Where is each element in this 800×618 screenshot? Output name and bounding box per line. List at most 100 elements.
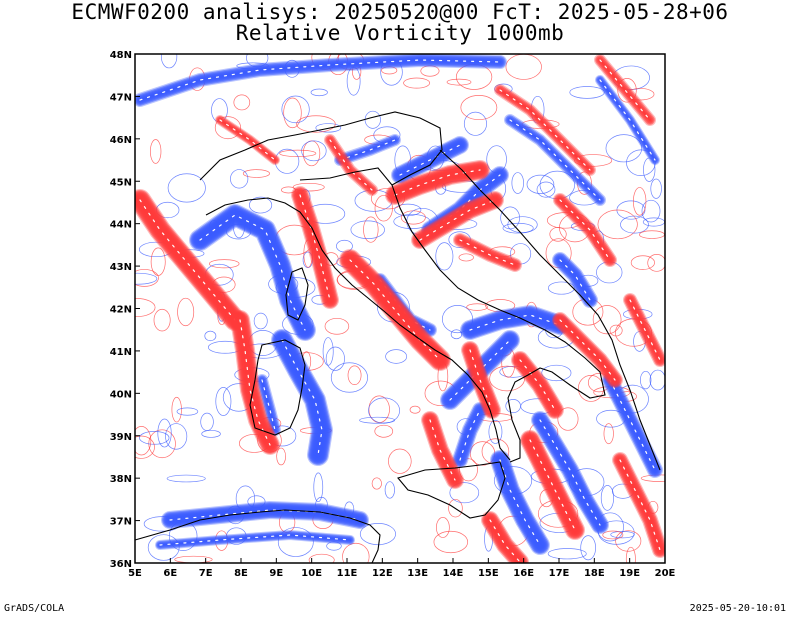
lon-tick-label: 7E (199, 568, 213, 579)
contour-ring (600, 485, 615, 511)
contour-ring (135, 272, 158, 285)
negative-band-core (559, 259, 591, 301)
contour-ring (208, 259, 240, 269)
lon-tick-label: 11E (337, 568, 358, 579)
contour-ring (625, 546, 636, 563)
positive-band-core (499, 89, 591, 171)
contour-ring (359, 523, 396, 546)
contour-ring (466, 303, 488, 311)
lat-tick-label: 37N (110, 517, 132, 528)
contour-ring (650, 178, 662, 199)
contour-ring (547, 548, 587, 560)
contour-ring (165, 423, 188, 450)
contour-ring (448, 499, 463, 518)
positive-band-core (394, 169, 481, 196)
contour-ring (507, 216, 538, 234)
contour-ring (394, 203, 422, 217)
lat-tick-label: 36N (110, 559, 132, 570)
contour-ring (488, 419, 503, 444)
map-title: ECMWF0200 analisys: 20250520@00 FcT: 202… (71, 0, 729, 24)
contour-ring (603, 423, 614, 445)
contour-ring (541, 364, 572, 382)
contour-ring (359, 416, 396, 424)
contour-ring (630, 255, 655, 270)
contour-ring (459, 458, 478, 482)
contour-ring (308, 553, 335, 563)
contour-ring (177, 297, 195, 327)
coastlines (134, 111, 661, 564)
contour-ring (436, 517, 450, 538)
negative-band-core (261, 379, 276, 431)
contour-ring (301, 140, 327, 162)
lon-tick-label: 20E (655, 568, 676, 579)
positive-band-core (559, 199, 611, 261)
positive-band-core (629, 299, 661, 361)
contour-ring (605, 134, 643, 163)
contour-ring (640, 370, 652, 390)
negative-band-core (339, 139, 396, 161)
lon-tick-label: 17E (549, 568, 570, 579)
contour-ring (403, 77, 431, 89)
contour-ring (277, 527, 314, 557)
contour-ring (641, 199, 661, 223)
negative-band-core (199, 214, 306, 331)
contour-ring (615, 530, 642, 552)
lat-tick-label: 38N (110, 474, 132, 485)
contour-ring (135, 298, 156, 317)
contour-ring (374, 424, 394, 438)
lat-tick-label: 46N (110, 135, 132, 146)
contour-ring (617, 78, 637, 103)
lat-tick-label: 39N (110, 432, 132, 443)
contour-ring (322, 337, 334, 366)
contour-ring (253, 312, 268, 330)
contour-ring (242, 169, 270, 178)
lat-tick-label: 42N (110, 305, 132, 316)
contour-ring (547, 281, 575, 295)
lat-tick-label: 43N (110, 262, 132, 273)
contour-ring (409, 405, 421, 414)
contour-ring (249, 196, 273, 214)
contour-ring (230, 169, 249, 189)
lon-tick-label: 16E (513, 568, 534, 579)
positive-band-core (459, 239, 516, 266)
contour-ring (147, 534, 180, 561)
lon-tick-label: 15E (478, 568, 499, 579)
lon-tick-label: 14E (443, 568, 464, 579)
contour-ring (632, 187, 647, 216)
contour-ring (649, 369, 665, 391)
lon-tick-label: 10E (301, 568, 322, 579)
positive-band-core (429, 419, 456, 481)
positive-band-core (139, 199, 236, 321)
positive-band-core (219, 119, 276, 161)
contour-ring (276, 447, 286, 466)
contour-ring (592, 305, 622, 335)
lat-tick-label: 47N (110, 92, 132, 103)
contour-ring (315, 123, 342, 133)
lon-tick-label: 19E (619, 568, 640, 579)
positive-band-core (469, 349, 493, 411)
contour-ring (157, 418, 172, 448)
negative-band-core (539, 419, 601, 526)
negative-band-core (459, 409, 481, 461)
lon-tick-label: 6E (163, 568, 177, 579)
contour-ring (442, 305, 474, 334)
timestamp: 2025-05-20-10:01 (689, 603, 786, 614)
negative-band-core (509, 119, 601, 201)
negative-band-core (399, 144, 461, 176)
contour-ring (446, 78, 472, 86)
contour-ring (296, 115, 336, 133)
negative-band-core (469, 314, 561, 331)
negative-band-core (599, 79, 656, 161)
contour-ring (153, 308, 171, 332)
positive-band-core (349, 259, 441, 361)
contour-ring (610, 531, 635, 539)
vorticity-contours (135, 54, 665, 563)
sardinia-coast (249, 339, 306, 436)
positive-band-core (519, 359, 556, 411)
contour-ring (215, 386, 232, 416)
contour-ring (489, 365, 525, 392)
positive-band-core (329, 139, 373, 191)
lat-tick-label: 44N (110, 220, 132, 231)
contour-ring (135, 435, 155, 459)
negative-band-core (139, 59, 501, 101)
